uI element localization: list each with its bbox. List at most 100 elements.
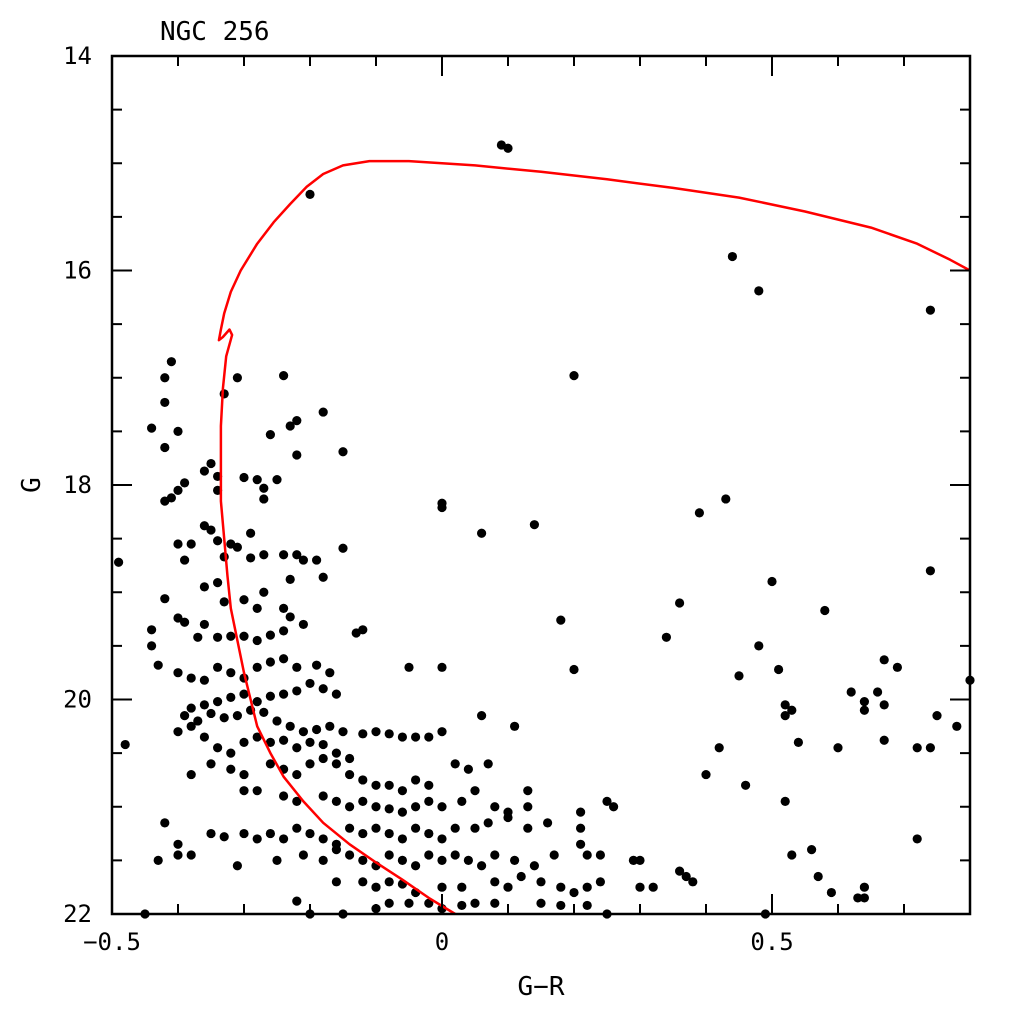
y-tick-label: 16 (63, 257, 92, 285)
scatter-point (384, 804, 394, 814)
scatter-point (206, 708, 216, 719)
scatter-point (292, 796, 302, 806)
scatter-point (582, 882, 592, 892)
scatter-point (252, 732, 262, 742)
scatter-point (345, 823, 355, 833)
scatter-point (265, 691, 275, 701)
y-tick-label: 18 (63, 471, 92, 499)
scatter-point (609, 802, 619, 812)
scatter-point (193, 716, 203, 726)
scatter-point (199, 466, 209, 476)
scatter-point (259, 483, 269, 493)
plot-frame (110, 54, 972, 916)
scatter-point (873, 687, 883, 697)
scatter-point (437, 498, 447, 508)
scatter-point (437, 855, 447, 865)
scatter-point (437, 882, 447, 892)
scatter-point (675, 866, 685, 876)
scatter-point (912, 743, 922, 753)
scatter-point (424, 796, 434, 806)
scatter-point (239, 828, 249, 839)
scatter-point (166, 357, 176, 367)
scatter-point (701, 769, 711, 780)
scatter-point (549, 850, 559, 860)
scatter-point (213, 662, 223, 672)
scatter-point (411, 732, 421, 742)
scatter-point (292, 686, 302, 696)
scatter-point (556, 882, 566, 892)
scatter-point (305, 737, 315, 748)
scatter-point (232, 710, 242, 721)
scatter-point (265, 429, 275, 440)
scatter-point (219, 597, 229, 607)
scatter-point (628, 855, 639, 865)
chart-marks (114, 140, 975, 919)
scatter-point (358, 828, 368, 839)
scatter-point (371, 823, 381, 833)
scatter-point (404, 662, 414, 672)
scatter-point (437, 662, 447, 672)
scatter-point (694, 508, 705, 518)
scatter-point (384, 780, 394, 790)
scatter-point (173, 539, 183, 549)
scatter-point (331, 877, 341, 887)
scatter-point (305, 189, 315, 199)
scatter-point (180, 617, 190, 627)
scatter-point (239, 689, 249, 699)
scatter-point (424, 828, 434, 839)
scatter-point (741, 780, 751, 790)
scatter-point (298, 555, 308, 565)
scatter-point (226, 764, 236, 774)
scatter-point (358, 729, 368, 739)
scatter-point (173, 839, 183, 849)
scatter-point (358, 775, 368, 785)
scatter-point (305, 678, 315, 689)
scatter-point (331, 748, 341, 758)
scatter-point (503, 882, 513, 892)
scatter-point (160, 442, 170, 453)
scatter-point (199, 732, 209, 742)
scatter-point (213, 577, 223, 588)
scatter-point (509, 855, 520, 865)
scatter-point (292, 450, 302, 460)
scatter-point (232, 861, 242, 871)
scatter-point (371, 882, 381, 892)
scatter-point (767, 576, 777, 587)
scatter-point (331, 689, 341, 699)
scatter-point (239, 472, 249, 483)
scatter-point (318, 739, 328, 750)
scatter-point (411, 823, 421, 833)
scatter-point (147, 423, 157, 433)
scatter-point (536, 898, 546, 908)
scatter-point (358, 855, 368, 865)
scatter-point (252, 786, 262, 796)
scatter-point (774, 664, 784, 675)
scatter-point (932, 710, 942, 721)
scatter-point (180, 555, 190, 565)
scatter-point (252, 834, 262, 844)
scatter-point (213, 697, 223, 707)
scatter-point (714, 743, 724, 753)
scatter-point (318, 834, 328, 844)
scatter-point (265, 630, 275, 640)
scatter-point (635, 855, 645, 865)
scatter-point (318, 855, 328, 865)
scatter-point (259, 707, 269, 717)
scatter-point (292, 662, 302, 672)
scatter-point (556, 615, 566, 625)
scatter-point (754, 641, 764, 651)
scatter-point (490, 877, 500, 887)
scatter-point (199, 619, 209, 630)
scatter-point (477, 528, 487, 538)
scatter-point (318, 572, 328, 582)
scatter-point (793, 737, 804, 748)
scatter-point (246, 553, 256, 563)
scatter-point (226, 631, 236, 641)
scatter-point (859, 893, 870, 903)
scatter-point (371, 802, 381, 812)
scatter-point (892, 662, 903, 672)
scatter-point (490, 850, 500, 860)
scatter-point (279, 689, 289, 699)
scatter-point (457, 796, 467, 806)
scatter-point (279, 371, 289, 381)
